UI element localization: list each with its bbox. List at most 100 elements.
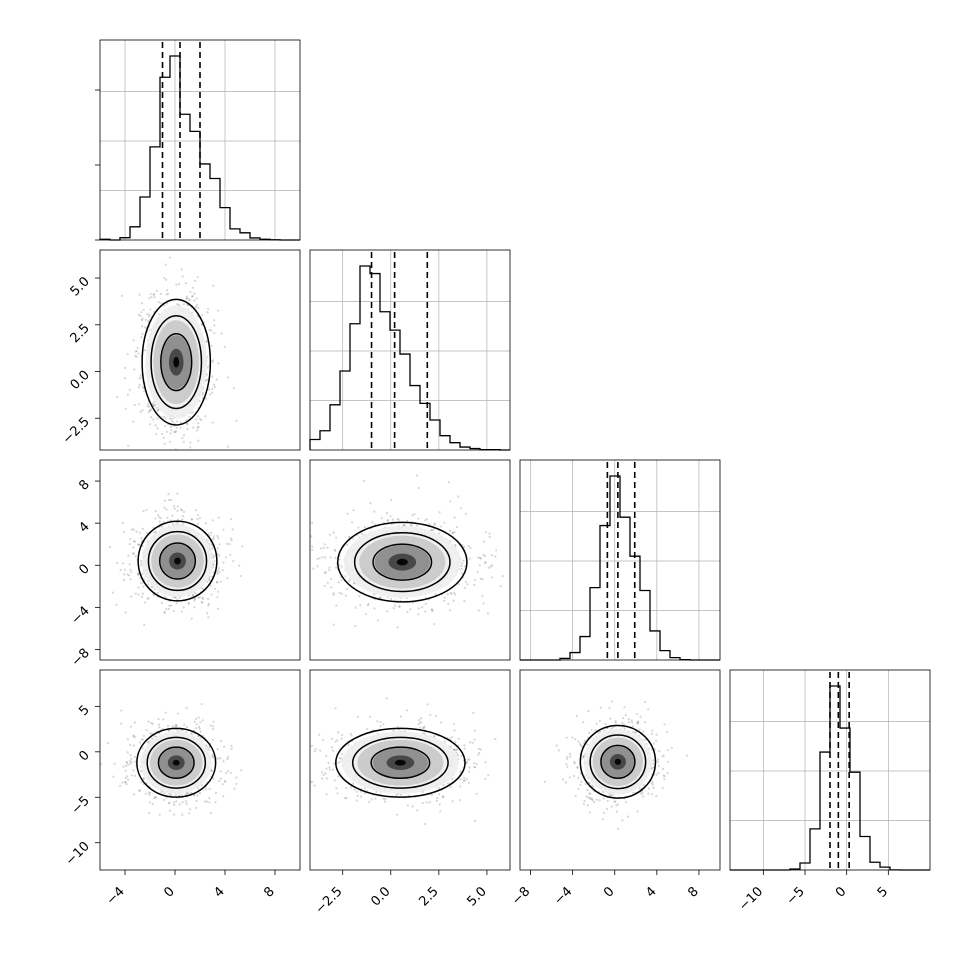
scatter-point — [337, 775, 339, 777]
scatter-point — [173, 431, 175, 433]
scatter-point — [140, 336, 142, 338]
scatter-point — [124, 770, 126, 772]
scatter-point — [211, 391, 213, 393]
scatter-point — [204, 800, 206, 802]
scatter-point — [202, 719, 204, 721]
scatter-point — [205, 397, 207, 399]
scatter-point — [141, 537, 143, 539]
scatter-point — [172, 725, 174, 727]
scatter-point — [135, 356, 137, 358]
scatter-point — [182, 275, 184, 277]
scatter-point — [358, 595, 360, 597]
scatter-point — [453, 723, 455, 725]
scatter-point — [212, 519, 214, 521]
scatter-point — [344, 797, 346, 799]
scatter-point — [176, 510, 178, 512]
scatter-point — [373, 511, 375, 513]
scatter-point — [485, 531, 487, 533]
scatter-point — [495, 549, 497, 551]
scatter-point — [502, 575, 504, 577]
scatter-point — [142, 586, 144, 588]
scatter-point — [174, 508, 176, 510]
scatter-point — [579, 743, 581, 745]
scatter-point — [193, 600, 195, 602]
scatter-point — [191, 411, 193, 413]
scatter-point — [425, 603, 427, 605]
scatter-point — [465, 581, 467, 583]
scatter-point — [152, 723, 154, 725]
scatter-point — [134, 736, 136, 738]
scatter-point — [138, 403, 140, 405]
scatter-point — [484, 761, 486, 763]
scatter-point — [161, 526, 163, 528]
scatter-point — [655, 774, 657, 776]
scatter-point — [196, 794, 198, 796]
scatter-point — [148, 721, 150, 723]
scatter-point — [329, 534, 331, 536]
scatter-point — [146, 313, 148, 315]
scatter-point — [226, 758, 228, 760]
scatter-point — [379, 721, 381, 723]
scatter-point — [334, 779, 336, 781]
scatter-point — [140, 770, 142, 772]
scatter-point — [328, 569, 330, 571]
scatter-point — [127, 394, 129, 396]
scatter-point — [356, 791, 358, 793]
scatter-point — [125, 408, 127, 410]
scatter-point — [208, 533, 210, 535]
scatter-point — [150, 296, 152, 298]
scatter-point — [218, 780, 220, 782]
scatter-point — [306, 749, 308, 751]
density-shade-4 — [397, 559, 408, 566]
scatter-point — [451, 778, 453, 780]
scatter-point — [170, 429, 172, 431]
scatter-point — [188, 298, 190, 300]
scatter-point — [122, 766, 124, 768]
scatter-point — [311, 745, 313, 747]
scatter-point — [230, 518, 232, 520]
scatter-point — [129, 563, 131, 565]
scatter-point — [141, 302, 143, 304]
scatter-point — [201, 601, 203, 603]
scatter-point — [176, 420, 178, 422]
scatter-point — [348, 580, 350, 582]
scatter-point — [474, 730, 476, 732]
scatter-point — [330, 586, 332, 588]
scatter-point — [173, 505, 175, 507]
scatter-point — [352, 509, 354, 511]
scatter-point — [484, 561, 486, 563]
scatter-point — [157, 462, 159, 464]
scatter-point — [321, 556, 323, 558]
scatter-point — [611, 700, 613, 702]
scatter-point — [180, 508, 182, 510]
scatter-point — [211, 594, 213, 596]
scatter-point — [127, 353, 129, 355]
scatter-point — [186, 803, 188, 805]
scatter-point — [310, 535, 312, 537]
histogram-step-1 — [310, 266, 510, 450]
scatter-point — [483, 602, 485, 604]
scatter-point — [196, 426, 198, 428]
scatter-point — [134, 721, 136, 723]
scatter-point — [167, 456, 169, 458]
scatter-point — [291, 592, 293, 594]
scatter-point — [483, 541, 485, 543]
scatter-point — [148, 315, 150, 317]
scatter-point — [577, 788, 579, 790]
scatter-point — [165, 417, 167, 419]
scatter-point — [361, 533, 363, 535]
scatter-point — [207, 605, 209, 607]
scatter-point — [210, 532, 212, 534]
scatter-point — [224, 346, 226, 348]
scatter-point — [138, 377, 140, 379]
scatter-point — [200, 730, 202, 732]
scatter-point — [494, 555, 496, 557]
scatter-point — [124, 569, 126, 571]
scatter-point — [605, 723, 607, 725]
scatter-point — [418, 607, 420, 609]
scatter-point — [447, 603, 449, 605]
scatter-point — [624, 728, 626, 730]
scatter-point — [422, 802, 424, 804]
scatter-point — [447, 782, 449, 784]
scatter-point — [189, 291, 191, 293]
